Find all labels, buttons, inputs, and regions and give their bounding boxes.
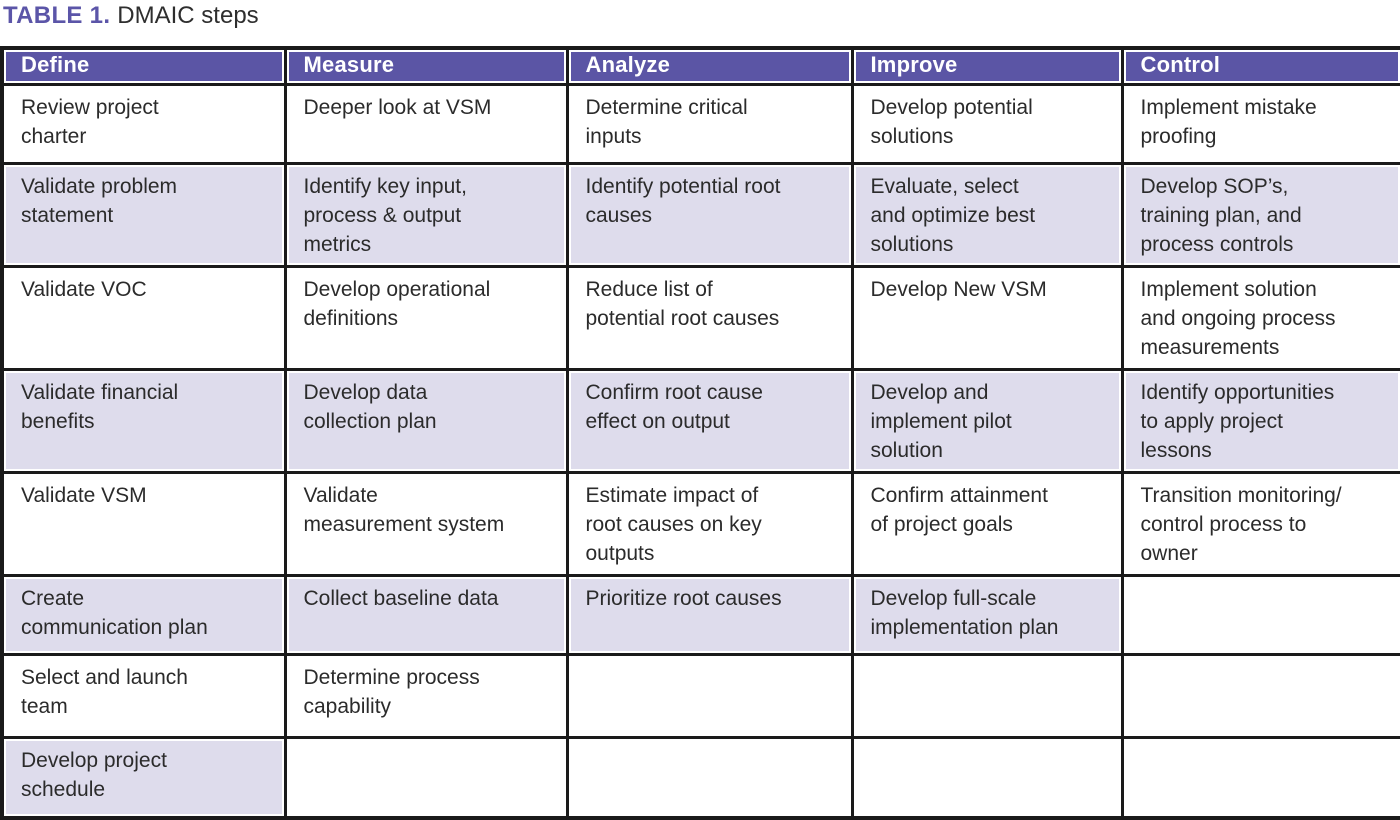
cell-improve-row-5: Confirm attainment of project goals — [850, 470, 1124, 577]
cell-define-row-8: Develop project schedule — [0, 735, 287, 820]
cell-analyze-row-7 — [565, 652, 854, 739]
cell-analyze-row-2: Identify potential root causes — [565, 161, 854, 268]
cell-define-row-5: Validate VSM — [0, 470, 287, 577]
cell-define-row-2: Validate problem statement — [0, 161, 287, 268]
cell-improve-row-3: Develop New VSM — [850, 264, 1124, 371]
cell-define-row-1: Review project charter — [0, 82, 287, 165]
cell-define-row-3: Validate VOC — [0, 264, 287, 371]
column-header-define: Define — [0, 46, 287, 86]
cell-measure-row-6: Collect baseline data — [283, 573, 569, 656]
cell-measure-row-3: Develop operational definitions — [283, 264, 569, 371]
table-caption-text: DMAIC steps — [117, 2, 259, 29]
table-row: Validate VSM Validate measurement system E… — [0, 470, 1400, 577]
cell-define-row-7: Select and launch team — [0, 652, 287, 739]
table-row: Develop project schedule — [0, 735, 1400, 820]
table-caption-label: TABLE 1. — [3, 2, 111, 29]
cell-analyze-row-6: Prioritize root causes — [565, 573, 854, 656]
table-row: Validate financial benefits Develop data … — [0, 367, 1400, 474]
cell-define-row-6: Create communication plan — [0, 573, 287, 656]
table-row: Review project charter Deeper look at VSM… — [0, 82, 1400, 165]
cell-control-row-7 — [1120, 652, 1400, 739]
table-caption: TABLE 1. DMAIC steps — [3, 1, 259, 31]
cell-analyze-row-1: Determine critical inputs — [565, 82, 854, 165]
cell-improve-row-8 — [850, 735, 1124, 820]
cell-analyze-row-8 — [565, 735, 854, 820]
table-row: Select and launch team Determine process … — [0, 652, 1400, 739]
cell-improve-row-4: Develop and implement pilot solution — [850, 367, 1124, 474]
cell-control-row-1: Implement mistake proofing — [1120, 82, 1400, 165]
header-row: Define Measure Analyze Improve Control — [0, 46, 1400, 86]
cell-define-row-4: Validate financial benefits — [0, 367, 287, 474]
table-row: Validate VOC Develop operational definiti… — [0, 264, 1400, 371]
cell-improve-row-7 — [850, 652, 1124, 739]
cell-improve-row-6: Develop full-scale implementation plan — [850, 573, 1124, 656]
cell-measure-row-7: Determine process capability — [283, 652, 569, 739]
cell-measure-row-1: Deeper look at VSM — [283, 82, 569, 165]
cell-analyze-row-5: Estimate impact of root causes on key ou… — [565, 470, 854, 577]
cell-control-row-8 — [1120, 735, 1400, 820]
cell-control-row-2: Develop SOP’s, training plan, and proces… — [1120, 161, 1400, 268]
cell-control-row-3: Implement solution and ongoing process m… — [1120, 264, 1400, 371]
cell-measure-row-4: Develop data collection plan — [283, 367, 569, 474]
column-header-analyze: Analyze — [565, 46, 854, 86]
cell-improve-row-2: Evaluate, select and optimize best solut… — [850, 161, 1124, 268]
column-header-control: Control — [1120, 46, 1400, 86]
table-row: Validate problem statement Identify key i… — [0, 161, 1400, 268]
column-header-measure: Measure — [283, 46, 569, 86]
cell-measure-row-5: Validate measurement system — [283, 470, 569, 577]
cell-improve-row-1: Develop potential solutions — [850, 82, 1124, 165]
cell-measure-row-2: Identify key input, process & output met… — [283, 161, 569, 268]
dmaic-table: Define Measure Analyze Improve Control Revie… — [0, 46, 1400, 820]
table-row: Create communication plan Collect baselin… — [0, 573, 1400, 656]
cell-control-row-6 — [1120, 573, 1400, 656]
cell-control-row-4: Identify opportunities to apply project … — [1120, 367, 1400, 474]
cell-measure-row-8 — [283, 735, 569, 820]
cell-analyze-row-3: Reduce list of potential root causes — [565, 264, 854, 371]
cell-control-row-5: Transition monitoring/ control process t… — [1120, 470, 1400, 577]
cell-analyze-row-4: Confirm root cause effect on output — [565, 367, 854, 474]
column-header-improve: Improve — [850, 46, 1124, 86]
